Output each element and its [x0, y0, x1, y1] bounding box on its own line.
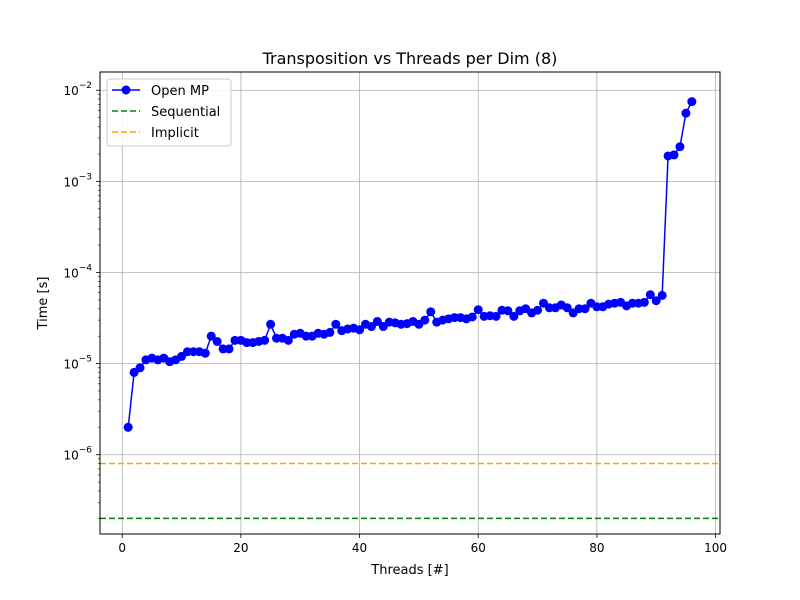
data-point	[206, 331, 216, 341]
data-point	[355, 325, 365, 335]
x-tick-label: 20	[233, 541, 248, 555]
data-point	[657, 290, 667, 300]
legend-frame	[106, 78, 232, 147]
data-point	[426, 307, 436, 317]
data-point	[372, 316, 382, 326]
data-point	[325, 327, 335, 337]
data-point	[467, 312, 477, 322]
data-point	[509, 311, 519, 321]
data-point	[266, 319, 276, 329]
data-point	[681, 108, 691, 118]
plot-area	[100, 97, 720, 520]
data-point	[645, 290, 655, 300]
data-point	[260, 335, 270, 345]
data-point	[562, 303, 572, 313]
data-point	[503, 306, 513, 316]
data-point	[675, 142, 685, 152]
data-point	[331, 319, 341, 329]
legend-label: Sequential	[151, 105, 220, 120]
data-point	[533, 305, 543, 315]
data-point	[669, 150, 679, 160]
legend-label: Open MP	[151, 84, 209, 99]
grid-lines	[100, 72, 720, 534]
data-point	[366, 322, 376, 332]
data-point	[580, 304, 590, 314]
x-tick-label: 100	[704, 541, 727, 555]
data-point	[651, 296, 661, 306]
data-point	[687, 97, 697, 107]
x-tick-label: 0	[118, 541, 126, 555]
data-point	[639, 297, 649, 307]
data-point	[200, 348, 210, 358]
data-point	[420, 315, 430, 325]
data-point	[135, 363, 145, 373]
data-point	[212, 336, 222, 346]
legend-label: Implicit	[151, 126, 199, 141]
chart-title: Transposition vs Threads per Dim (8)	[262, 49, 558, 68]
data-point	[283, 335, 293, 345]
legend: Open MP Sequential Implicit	[106, 78, 232, 147]
x-tick-label: 60	[471, 541, 486, 555]
data-point	[224, 344, 234, 354]
axes-frame	[99, 71, 721, 535]
data-point	[491, 311, 501, 321]
x-tick-label: 80	[589, 541, 604, 555]
data-point	[123, 422, 133, 432]
data-point	[473, 305, 483, 315]
y-axis-label: Time [s]	[36, 277, 51, 331]
legend-marker	[121, 85, 131, 95]
x-tick-label: 40	[352, 541, 367, 555]
x-axis-label: Threads [#]	[370, 563, 448, 578]
